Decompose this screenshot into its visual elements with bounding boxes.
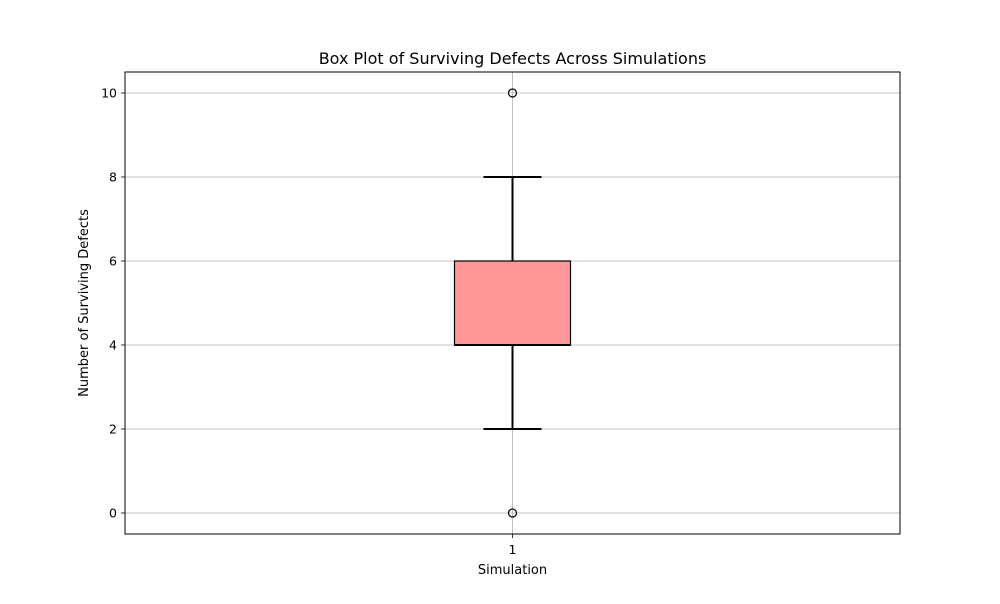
outlier-point bbox=[507, 88, 518, 98]
x-tick-label: 1 bbox=[509, 542, 517, 557]
y-tick-label: 4 bbox=[109, 338, 117, 353]
iqr-box bbox=[453, 260, 572, 346]
y-tick-label: 0 bbox=[109, 506, 117, 521]
outlier-point bbox=[507, 508, 518, 518]
y-tick-label: 6 bbox=[109, 254, 117, 269]
box-layer bbox=[453, 88, 572, 518]
x-axis-label: Simulation bbox=[478, 563, 547, 578]
y-axis-label: Number of Surviving Defects bbox=[77, 209, 92, 397]
plot-frame bbox=[124, 71, 901, 535]
y-tick-label: 10 bbox=[101, 86, 117, 101]
y-tick-label: 8 bbox=[109, 170, 117, 185]
axis-layer: 0 2 4 6 8 10 1 bbox=[101, 71, 901, 557]
chart-title: Box Plot of Surviving Defects Across Sim… bbox=[319, 49, 707, 68]
y-tick-label: 2 bbox=[109, 422, 117, 437]
